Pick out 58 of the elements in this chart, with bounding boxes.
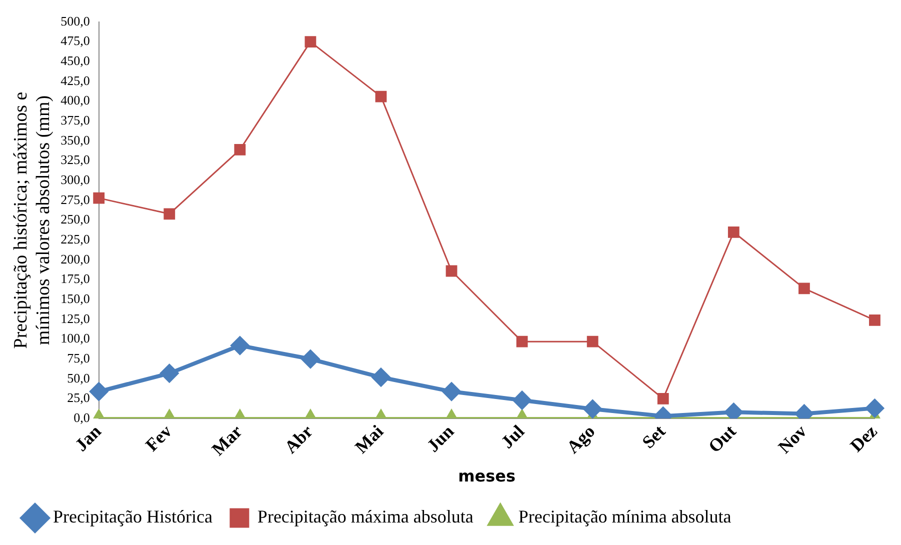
x-tick-label: Mai bbox=[351, 421, 388, 458]
point bbox=[446, 265, 458, 277]
y-tick-label: 150,0 bbox=[60, 290, 90, 306]
x-tick-label: Set bbox=[638, 421, 670, 452]
y-tick-label: 250,0 bbox=[60, 212, 90, 227]
point bbox=[869, 314, 880, 326]
x-axis-title: meses bbox=[458, 466, 516, 486]
y-tick-label: 400,0 bbox=[60, 92, 90, 108]
point bbox=[160, 364, 178, 382]
x-tick-label: Jul bbox=[497, 421, 528, 452]
point bbox=[93, 192, 105, 204]
point bbox=[798, 282, 810, 294]
x-tick-label: Mar bbox=[208, 421, 246, 460]
y-tick-label: 275,0 bbox=[60, 192, 90, 207]
y-tick-label: 75,0 bbox=[67, 350, 90, 366]
y-tick-label: 25,0 bbox=[67, 390, 90, 406]
y-tick-label: 300,0 bbox=[60, 172, 90, 188]
y-tick-label: 475,0 bbox=[60, 33, 90, 48]
y-tick-label: 350,0 bbox=[60, 132, 90, 148]
y-axis-title: Precipitação histórica; máximos e mínimos valores absolutos (mm) bbox=[10, 92, 54, 349]
point bbox=[164, 208, 176, 220]
point bbox=[442, 382, 461, 401]
point bbox=[301, 350, 320, 368]
y-tick-label: 200,0 bbox=[60, 251, 90, 266]
point bbox=[586, 336, 598, 348]
y-tick-label: 225,0 bbox=[60, 231, 90, 246]
x-tick-label: Ago bbox=[562, 421, 599, 458]
point bbox=[513, 391, 532, 410]
y-tick-label: 500,0 bbox=[60, 13, 90, 28]
point bbox=[516, 336, 528, 348]
point bbox=[728, 226, 740, 238]
x-tick-label: Nov bbox=[774, 421, 810, 458]
point bbox=[234, 144, 246, 156]
y-tick-label: 0,0 bbox=[74, 410, 90, 425]
point bbox=[657, 392, 669, 404]
point bbox=[90, 382, 108, 401]
point bbox=[230, 336, 249, 355]
legend-label: Precipitação máxima absoluta bbox=[257, 506, 474, 527]
y-tick-label: 375,0 bbox=[60, 112, 90, 128]
point bbox=[304, 36, 316, 48]
x-tick-label: Out bbox=[704, 421, 740, 456]
point bbox=[584, 400, 602, 418]
point bbox=[375, 90, 387, 102]
x-tick-label: Fev bbox=[142, 421, 176, 456]
legend-label: Precipitação Histórica bbox=[53, 506, 212, 527]
x-tick-label: Jun bbox=[422, 421, 458, 456]
y-tick-label: 450,0 bbox=[60, 53, 90, 68]
point bbox=[866, 399, 884, 418]
y-tick-label: 175,0 bbox=[60, 271, 90, 286]
legend-label: Precipitação mínima absoluta bbox=[518, 506, 732, 527]
y-tick-label: 425,0 bbox=[60, 72, 90, 88]
y-tick-label: 125,0 bbox=[60, 310, 90, 326]
x-tick-label: Abr bbox=[280, 421, 317, 458]
x-tick-label: Dez bbox=[846, 421, 881, 456]
y-tick-label: 325,0 bbox=[60, 152, 90, 168]
y-tick-label: 100,0 bbox=[60, 330, 90, 346]
y-tick-label: 50,0 bbox=[67, 370, 90, 386]
point bbox=[372, 368, 390, 386]
